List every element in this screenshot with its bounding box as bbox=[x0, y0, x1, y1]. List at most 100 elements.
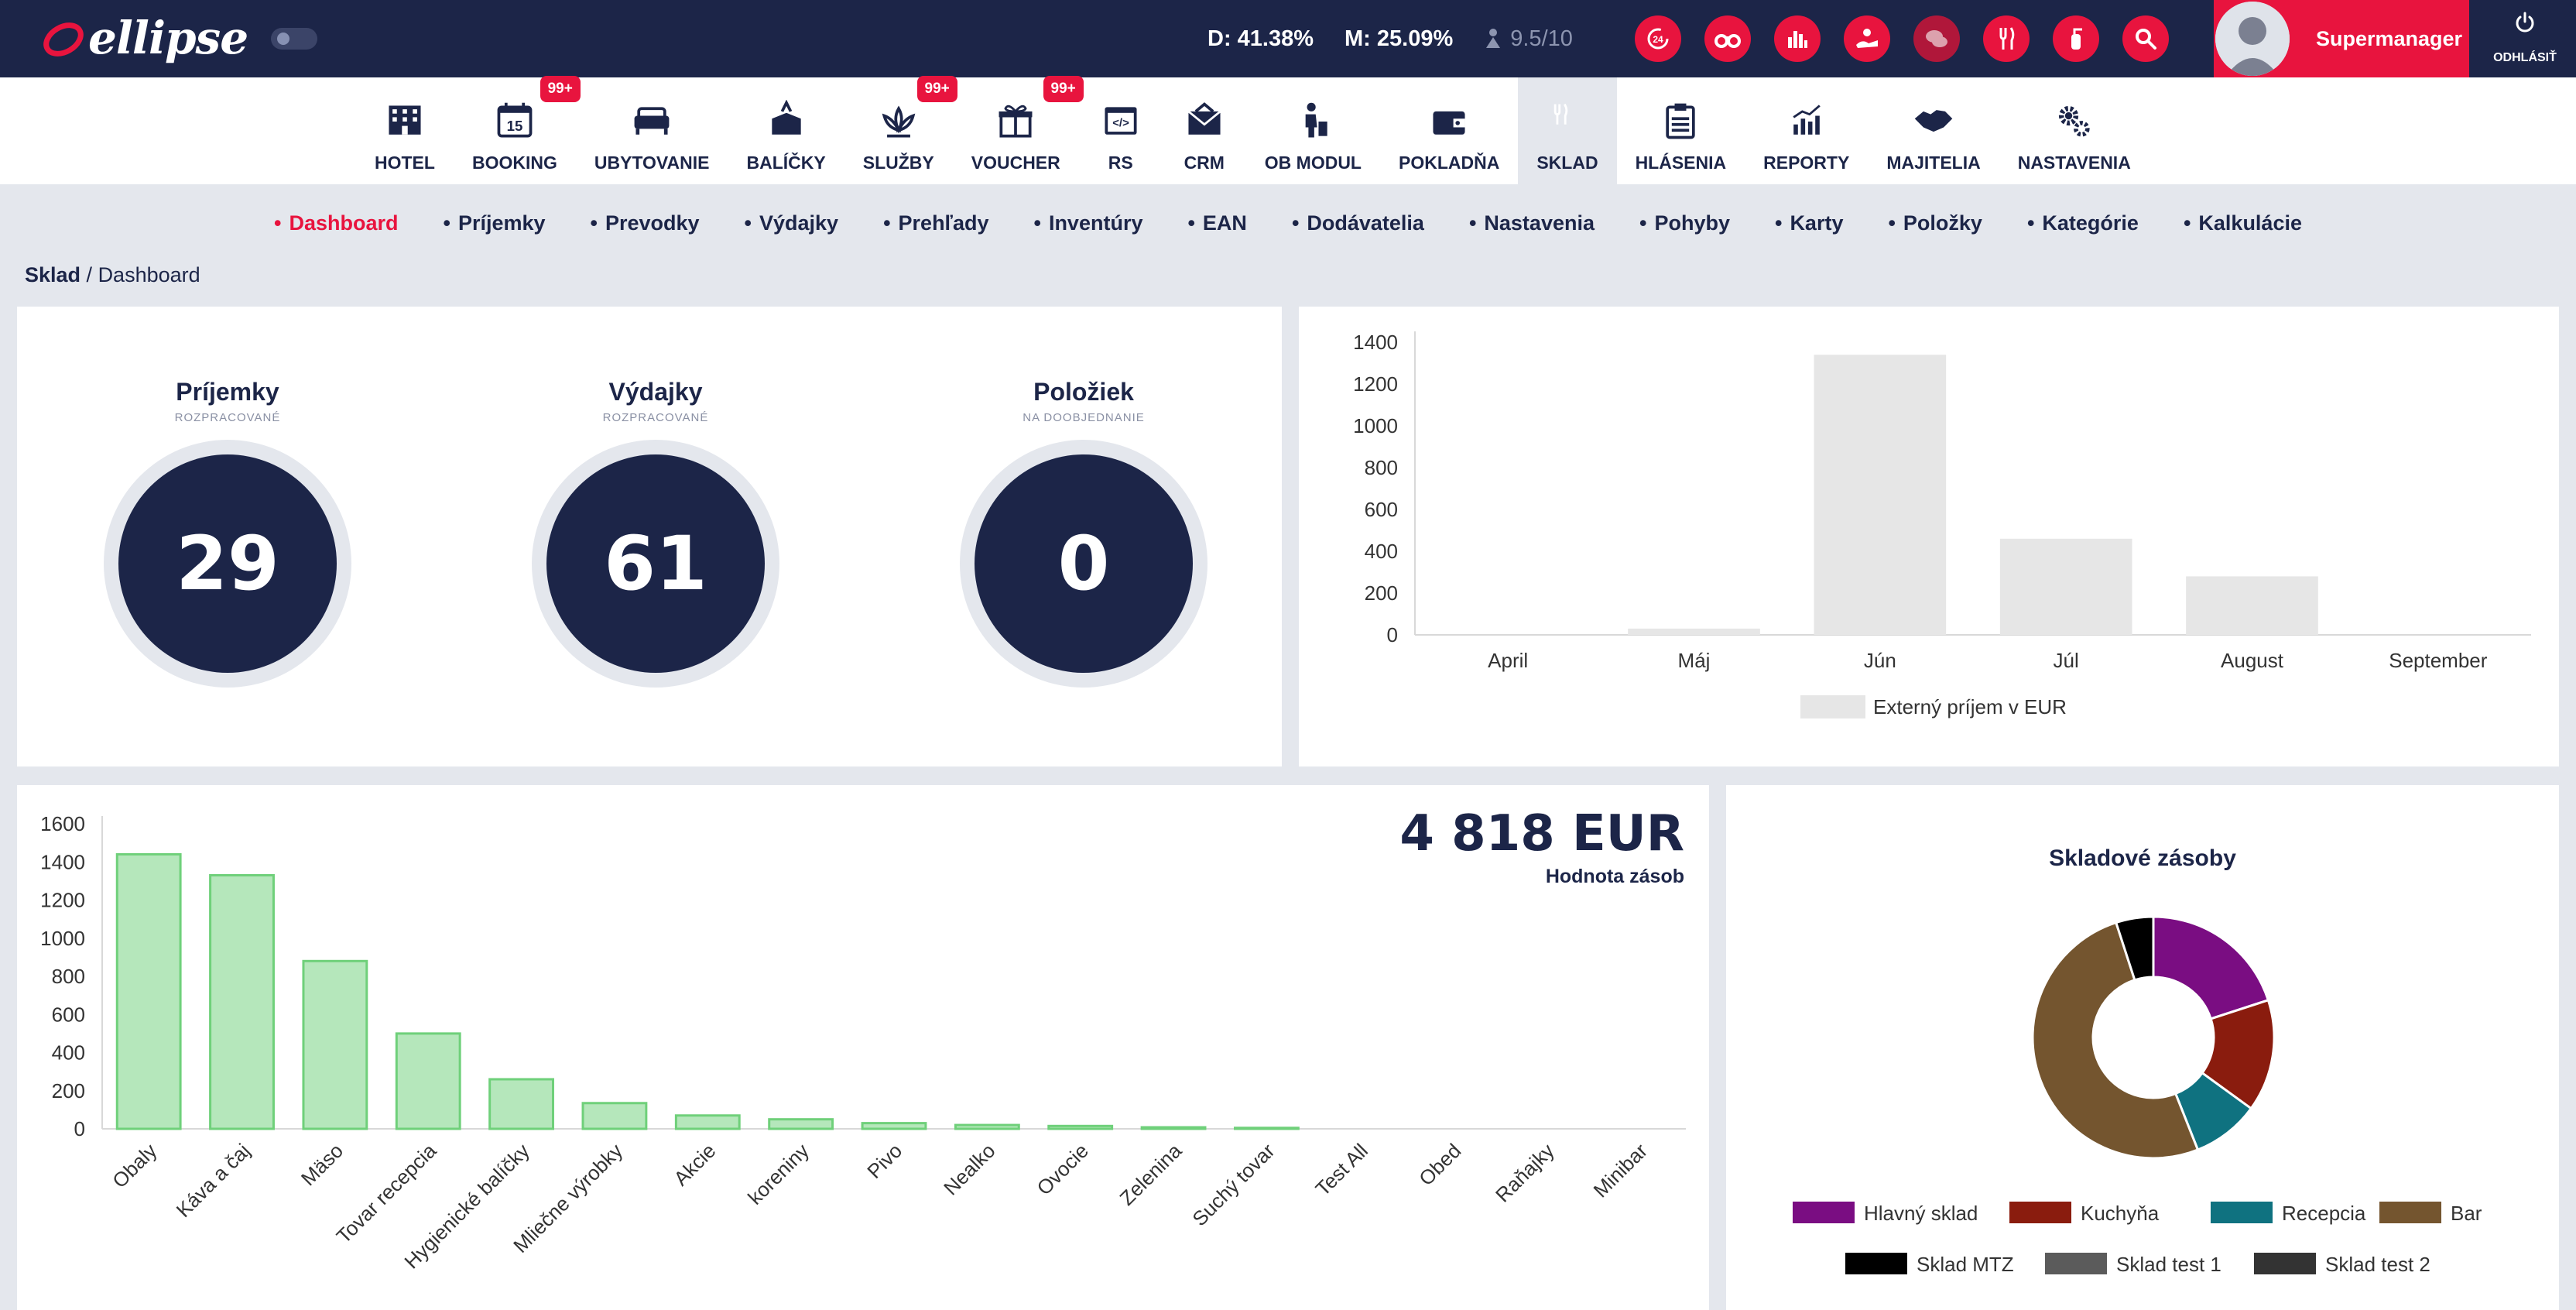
theme-toggle[interactable] bbox=[271, 28, 317, 50]
checkin-24-button[interactable]: 24 bbox=[1635, 15, 1681, 62]
income-bar[interactable] bbox=[1999, 538, 2132, 635]
legend-swatch[interactable] bbox=[2379, 1202, 2441, 1223]
counter-receipts[interactable]: Príjemky ROZPRACOVANÉ 29 bbox=[96, 378, 359, 688]
y-tick-label: 1400 bbox=[1353, 331, 1398, 354]
avatar bbox=[2215, 2, 2290, 76]
stock-bar[interactable] bbox=[954, 1123, 1020, 1130]
stock-bar[interactable] bbox=[1233, 1127, 1300, 1130]
cutlery-button[interactable] bbox=[1983, 15, 2030, 62]
chat-button[interactable] bbox=[1913, 15, 1960, 62]
bar-chart-button[interactable] bbox=[1774, 15, 1821, 62]
donut-slice[interactable] bbox=[2152, 915, 2270, 1020]
logout-button[interactable]: ODHLÁSIŤ bbox=[2486, 11, 2564, 65]
stock-bar[interactable] bbox=[768, 1118, 834, 1130]
subnav-item[interactable]: Karty bbox=[1775, 211, 1843, 235]
x-tick-label: September bbox=[2389, 649, 2488, 672]
nav-icon bbox=[1426, 100, 1472, 143]
subnav-item[interactable]: Pohyby bbox=[1639, 211, 1730, 235]
stock-bar[interactable] bbox=[302, 959, 368, 1130]
donut-slice[interactable] bbox=[2114, 915, 2155, 982]
subnav-item[interactable]: Prevodky bbox=[591, 211, 700, 235]
stock-bar[interactable] bbox=[115, 852, 182, 1130]
app-logo[interactable]: ellipse bbox=[40, 11, 248, 65]
legend-swatch[interactable] bbox=[1793, 1202, 1855, 1223]
subnav-item[interactable]: Dashboard bbox=[274, 211, 398, 235]
subnav-item[interactable]: Položky bbox=[1888, 211, 1982, 235]
legend-swatch[interactable] bbox=[2254, 1253, 2316, 1274]
nav-item-pokladňa[interactable]: POKLADŇA bbox=[1380, 77, 1518, 184]
subnav-item[interactable]: Príjemky bbox=[443, 211, 546, 235]
search-button[interactable] bbox=[2122, 15, 2169, 62]
legend-swatch[interactable] bbox=[1845, 1253, 1907, 1274]
legend-swatch[interactable] bbox=[2045, 1253, 2107, 1274]
y-tick-label: 1600 bbox=[40, 812, 85, 835]
svg-text:</>: </> bbox=[1112, 117, 1129, 130]
breadcrumb-separator: / bbox=[80, 263, 98, 286]
subnav-item[interactable]: Inventúry bbox=[1033, 211, 1143, 235]
nav-item-sklad[interactable]: SKLAD bbox=[1518, 77, 1617, 184]
external-income-panel: 0 200 400 600 800 1000 1200 1400 April Máj Jún Júl A… bbox=[1299, 307, 2559, 766]
calendar-icon: 15 bbox=[497, 102, 533, 138]
donut-slice[interactable] bbox=[2201, 998, 2276, 1110]
breadcrumb-root[interactable]: Sklad bbox=[25, 263, 81, 286]
legend-swatch[interactable] bbox=[1800, 695, 1865, 718]
nav-item-hlásenia[interactable]: HLÁSENIA bbox=[1617, 77, 1745, 184]
nav-item-služby[interactable]: SLUŽBY 99+ bbox=[844, 76, 957, 184]
external-income-chart: 0 200 400 600 800 1000 1200 1400 April Máj Jún Júl A… bbox=[1353, 331, 2531, 718]
envelope-icon bbox=[1187, 102, 1221, 135]
subnav-item[interactable]: Nastavenia bbox=[1469, 211, 1595, 235]
bed-icon bbox=[634, 107, 670, 135]
chat-icon bbox=[1926, 30, 1947, 47]
income-bar[interactable] bbox=[2186, 576, 2318, 635]
stock-bar[interactable] bbox=[1140, 1126, 1207, 1130]
user-menu[interactable]: Supermanager bbox=[2214, 0, 2469, 77]
nav-item-balíčky[interactable]: BALÍČKY bbox=[728, 77, 844, 184]
nav-item-booking[interactable]: 15 BOOKING 99+ bbox=[454, 76, 581, 184]
module-subnav: Dashboard Príjemky Prevodky Výdajky Prehľady… bbox=[0, 201, 2576, 245]
legend-swatch[interactable] bbox=[2009, 1202, 2071, 1223]
binoculars-button[interactable] bbox=[1704, 15, 1751, 62]
warehouse-stock-panel: Skladové zásoby Hlavný sklad Kuchyňa Recep… bbox=[1726, 785, 2559, 1310]
nav-item-ob-modul[interactable]: OB MODUL bbox=[1246, 77, 1380, 184]
subnav-item[interactable]: Kategórie bbox=[2027, 211, 2139, 235]
search-icon bbox=[2136, 29, 2156, 50]
nav-item-reporty[interactable]: REPORTY bbox=[1745, 77, 1868, 184]
stat-monthly: M: 25.09% bbox=[1345, 26, 1454, 51]
subnav-item[interactable]: Dodávatelia bbox=[1292, 211, 1424, 235]
subnav-item[interactable]: EAN bbox=[1187, 211, 1247, 235]
report-chart-icon bbox=[1793, 105, 1821, 135]
stock-bar[interactable] bbox=[581, 1102, 648, 1130]
stock-bar[interactable] bbox=[1047, 1124, 1114, 1130]
nav-item-hotel[interactable]: HOTEL bbox=[356, 77, 454, 184]
nav-item-majitelia[interactable]: MAJITELIA bbox=[1868, 77, 1999, 184]
income-bar[interactable] bbox=[1814, 355, 1947, 635]
stock-bar[interactable] bbox=[488, 1078, 555, 1130]
subnav-item[interactable]: Výdajky bbox=[745, 211, 838, 235]
fire-extinguisher-icon bbox=[2071, 28, 2082, 50]
donut-slice[interactable] bbox=[2031, 921, 2200, 1160]
clipboard-icon bbox=[1666, 103, 1696, 139]
income-bar[interactable] bbox=[1628, 628, 1760, 635]
stock-bar[interactable] bbox=[395, 1032, 461, 1130]
subnav-item[interactable]: Prehľady bbox=[883, 211, 989, 235]
svg-text:24: 24 bbox=[1653, 34, 1663, 45]
stock-bar[interactable] bbox=[674, 1114, 741, 1130]
nav-item-crm[interactable]: CRM bbox=[1163, 77, 1246, 184]
legend-swatch[interactable] bbox=[2211, 1202, 2273, 1223]
x-tick-label: koreniny bbox=[743, 1139, 814, 1209]
fire-extinguisher-button[interactable] bbox=[2053, 15, 2099, 62]
y-tick-label: 600 bbox=[1365, 498, 1398, 521]
nav-item-rs[interactable]: </> RS bbox=[1079, 77, 1163, 184]
counter-reorder-items[interactable]: Položiek NA DOOBJEDNANIE 0 bbox=[952, 378, 1215, 688]
nav-item-voucher[interactable]: VOUCHER 99+ bbox=[953, 76, 1084, 184]
stock-bar[interactable] bbox=[209, 873, 275, 1130]
user-name: Supermanager bbox=[2316, 26, 2463, 50]
nav-item-nastavenia[interactable]: NASTAVENIA bbox=[1999, 77, 2150, 184]
hand-service-button[interactable] bbox=[1844, 15, 1890, 62]
nav-item-ubytovanie[interactable]: UBYTOVANIE bbox=[576, 77, 728, 184]
x-tick-label: Nealko bbox=[939, 1139, 999, 1199]
subnav-item[interactable]: Kalkulácie bbox=[2184, 211, 2302, 235]
stock-bar[interactable] bbox=[861, 1122, 927, 1130]
counter-issues[interactable]: Výdajky ROZPRACOVANÉ 61 bbox=[524, 378, 787, 688]
nav-icon bbox=[875, 100, 922, 143]
